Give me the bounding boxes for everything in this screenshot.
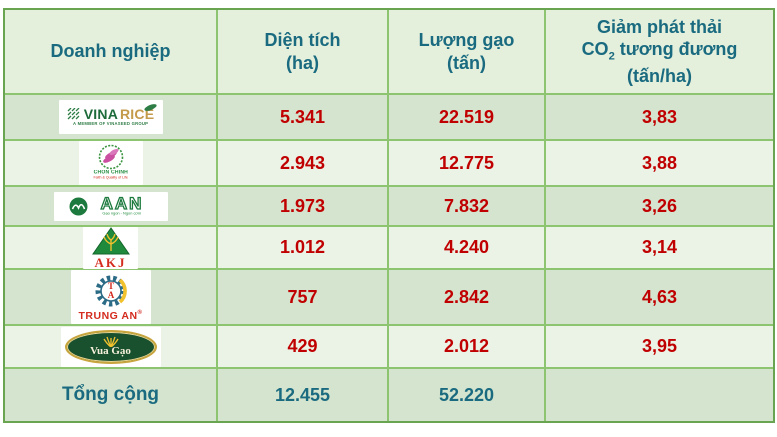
trungan-wordmark: TRUNG AN® [78,309,143,322]
co2-cell: 3,95 [546,326,773,369]
rice-cell: 2.012 [389,326,546,369]
total-rice-cell: 52.220 [389,369,546,421]
header-cell-rice: Lượng gạo (tấn) [389,10,546,95]
chonchinh-tagline: Faith & Quality of Life [93,176,128,180]
rice-value: 2.842 [443,286,490,307]
aan-logo: AAN Gạo ngon - Ngon cơm [53,191,168,221]
area-value: 1.012 [279,237,326,257]
svg-text:A: A [107,290,114,300]
company-cell-akj: AKJ [5,226,218,270]
company-cell-trungan: T A TRUNG AN® [5,270,218,326]
header-rice-label: Lượng gạo (tấn) [418,30,515,73]
company-cell-chonchinh: CHON CHINH Faith & Quality of Life [5,141,218,187]
total-label-cell: Tổng cộng [5,369,218,421]
total-area-cell: 12.455 [218,369,389,421]
total-rice-value: 52.220 [438,384,495,405]
co2-value: 3,83 [641,106,678,127]
area-value: 5.341 [279,106,326,127]
akj-wordmark: AKJ [94,254,127,270]
emissions-table: Doanh nghiệp Diện tích (ha) Lượng gạo (t… [3,8,775,423]
area-value: 1.973 [279,195,326,216]
company-cell-vinarice: VINA RICE A MEMBER OF VINASEED GROUP [5,95,218,141]
area-cell: 2.943 [218,141,389,187]
co2-value: 3,88 [641,152,678,173]
vinarice-sheaf-icon [67,107,80,119]
area-cell: 757 [218,270,389,326]
registered-mark-icon: ® [137,309,143,316]
co2-cell: 3,26 [546,187,773,227]
rice-cell: 22.519 [389,95,546,141]
co2-value: 3,26 [641,195,678,216]
header-cell-company: Doanh nghiệp [5,10,218,95]
header-co2-label: Giảm phát thải CO2 tương đương (tấn/ha) [581,16,738,86]
rice-cell: 4.240 [389,227,546,270]
area-cell: 1.012 [218,227,389,270]
vinarice-logo: VINA RICE A MEMBER OF VINASEED GROUP [58,100,163,134]
total-co2-cell [546,369,773,421]
area-cell: 429 [218,326,389,369]
area-cell: 5.341 [218,95,389,141]
co2-cell: 3,83 [546,95,773,141]
area-value: 757 [287,286,318,307]
total-label: Tổng cộng [61,384,160,405]
co2-value: 4,63 [641,286,678,307]
vuagao-oval-badge: Vua Gạo [64,329,157,364]
area-value: 2.943 [279,152,326,173]
akj-logo: AKJ [83,226,138,270]
rice-value: 2.012 [443,336,490,356]
rice-value: 4.240 [443,237,490,257]
co2-cell: 4,63 [546,270,773,326]
vuagao-wordmark: Vua Gạo [90,345,131,357]
area-value: 429 [287,336,318,356]
header-area-label: Diện tích (ha) [264,30,341,73]
co2-value: 3,95 [641,336,678,356]
vinarice-tagline: A MEMBER OF VINASEED GROUP [72,121,149,126]
co2-cell: 3,88 [546,141,773,187]
rice-cell: 7.832 [389,187,546,227]
rice-value: 22.519 [438,106,495,127]
chonchinh-emblem-icon [98,144,123,170]
svg-text:T: T [107,281,113,291]
area-cell: 1.973 [218,187,389,227]
aan-emblem-icon [69,197,88,215]
company-cell-vuagao: Vua Gạo [5,326,218,369]
trungan-logo: T A TRUNG AN® [70,270,151,324]
header-company-label: Doanh nghiệp [50,41,171,62]
rice-value: 12.775 [438,152,495,173]
aan-tagline: Gạo ngon - Ngon cơm [102,211,142,216]
rice-value: 7.832 [443,195,490,216]
vinarice-wordmark-vina: VINA [83,105,118,122]
total-area-value: 12.455 [274,384,331,405]
aan-wordmark: AAN [100,193,144,213]
chonchinh-wordmark: CHON CHINH [93,170,128,176]
co2-value: 3,14 [641,237,678,257]
chonchinh-logo: CHON CHINH Faith & Quality of Life [78,141,143,185]
co2-cell: 3,14 [546,227,773,270]
akj-emblem-icon [91,226,130,254]
company-cell-aan: AAN Gạo ngon - Ngon cơm [5,187,218,227]
vuagao-sheaf-icon [102,336,119,347]
trungan-gear-icon: T A [95,275,127,306]
header-cell-area: Diện tích (ha) [218,10,389,95]
vuagao-logo: Vua Gạo [60,326,161,367]
rice-cell: 2.842 [389,270,546,326]
header-cell-co2: Giảm phát thải CO2 tương đương (tấn/ha) [546,10,773,95]
rice-cell: 12.775 [389,141,546,187]
